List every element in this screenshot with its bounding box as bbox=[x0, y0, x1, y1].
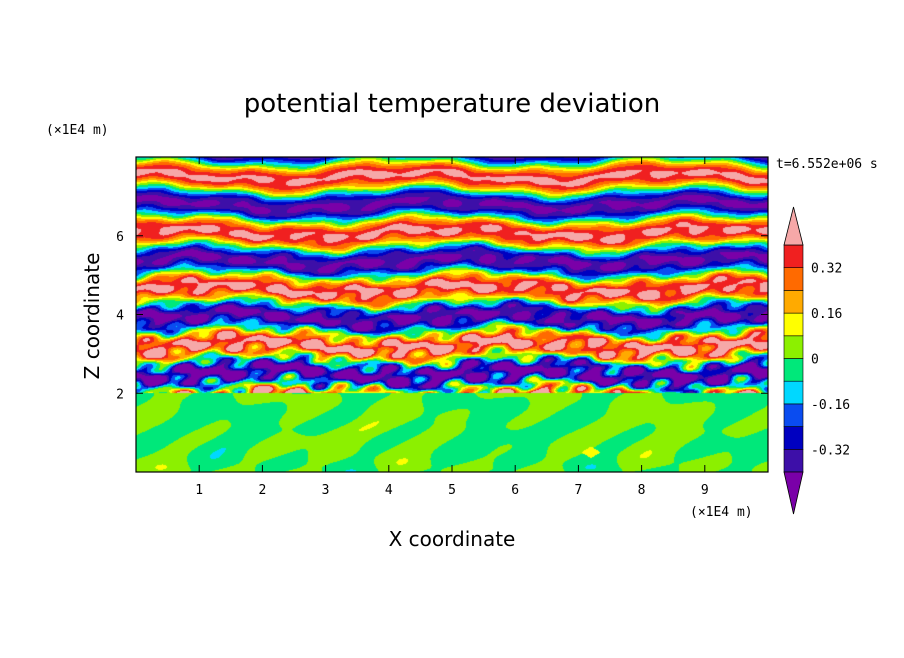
colorbar-band bbox=[783, 426, 804, 450]
heatmap-field bbox=[136, 157, 768, 472]
colorbar-tick-label: 0.32 bbox=[811, 262, 842, 277]
colorbar-band bbox=[783, 244, 804, 269]
colorbar-band bbox=[783, 403, 804, 427]
colorbar-band bbox=[783, 380, 804, 405]
x-tick-label: 1 bbox=[195, 483, 203, 498]
colorbar-tick-label: -0.32 bbox=[811, 443, 850, 458]
colorbar-tick-label: 0 bbox=[811, 353, 819, 368]
x-axis-label: X coordinate bbox=[389, 527, 516, 551]
colorbar: 0.32 0.16 0 -0.16 -0.32 bbox=[783, 206, 850, 515]
y-tick-label: 2 bbox=[116, 387, 124, 402]
x-tick-label: 7 bbox=[574, 483, 582, 498]
y-unit-label: (×1E4 m) bbox=[46, 123, 109, 138]
x-tick-label: 2 bbox=[258, 483, 266, 498]
colorbar-band bbox=[783, 358, 804, 382]
colorbar-tick-label: -0.16 bbox=[811, 398, 850, 413]
y-tick-label: 6 bbox=[116, 230, 124, 245]
axes: 1 2 3 4 5 6 7 8 9 2 4 6 bbox=[116, 156, 769, 498]
y-tick-label: 4 bbox=[116, 309, 124, 324]
x-unit-label: (×1E4 m) bbox=[690, 505, 753, 520]
y-axis-label: Z coordinate bbox=[80, 253, 104, 380]
plot-area bbox=[136, 157, 768, 472]
x-tick-label: 3 bbox=[322, 483, 330, 498]
colorbar-band bbox=[783, 312, 804, 337]
colorbar-extend-bottom bbox=[783, 471, 804, 515]
colorbar-band bbox=[783, 335, 804, 359]
colorbar-band bbox=[783, 290, 804, 314]
time-label: t=6.552e+06 s bbox=[776, 157, 878, 172]
x-tick-label: 5 bbox=[448, 483, 456, 498]
colorbar-band bbox=[783, 448, 804, 473]
x-tick-label: 8 bbox=[638, 483, 646, 498]
x-tick-label: 4 bbox=[385, 483, 393, 498]
colorbar-extend-top bbox=[783, 206, 804, 246]
colorbar-band bbox=[783, 267, 804, 291]
colorbar-tick-label: 0.16 bbox=[811, 307, 842, 322]
x-tick-label: 6 bbox=[511, 483, 519, 498]
chart-title: potential temperature deviation bbox=[244, 89, 660, 119]
x-tick-label: 9 bbox=[701, 483, 709, 498]
